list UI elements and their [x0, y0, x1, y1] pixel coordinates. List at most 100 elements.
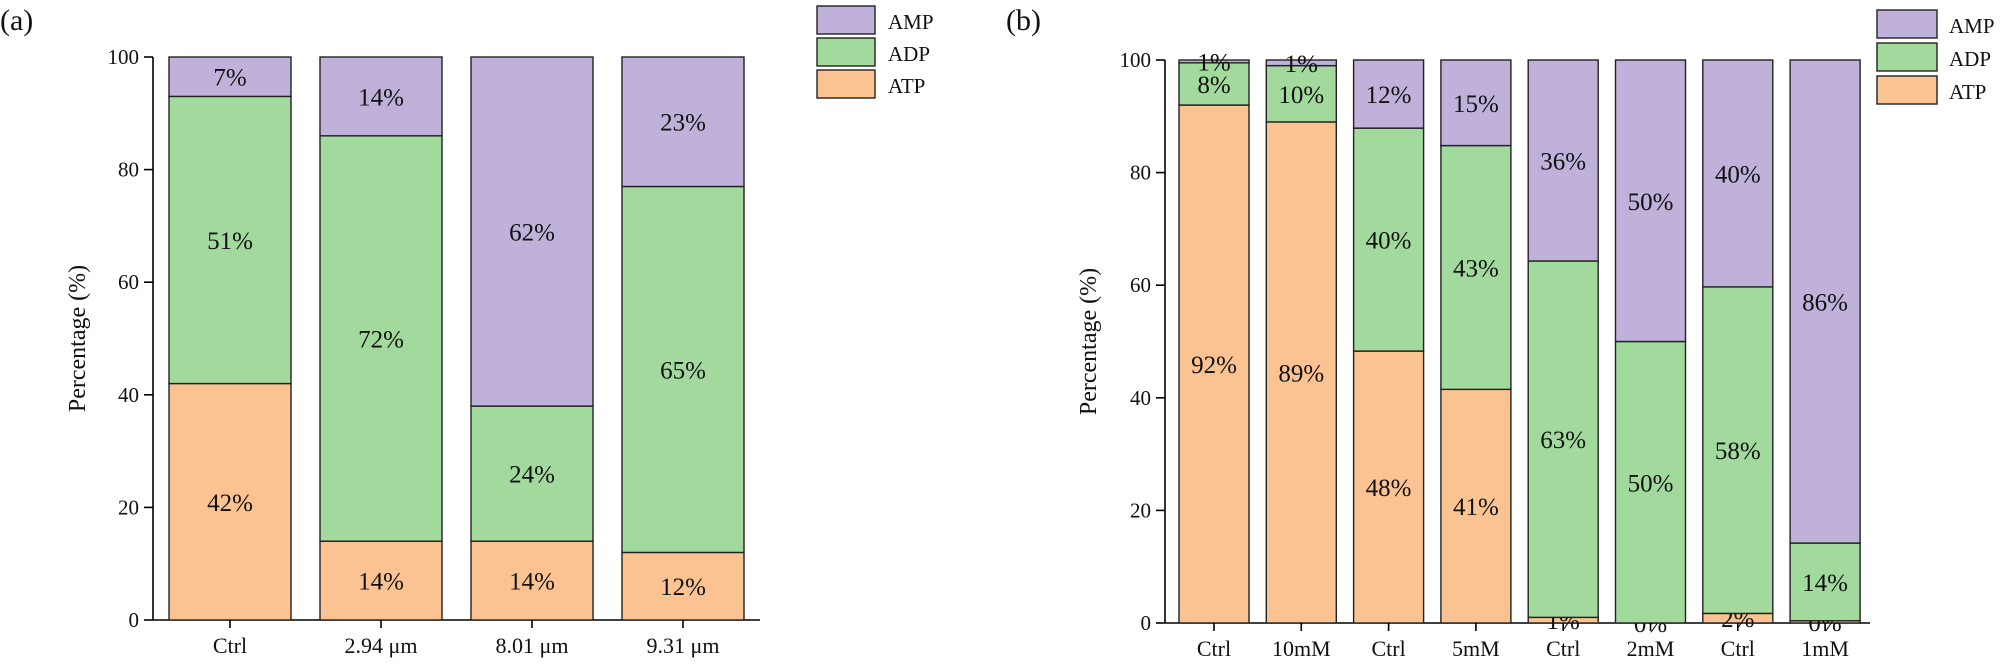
x-tick-label: 5mM [1452, 636, 1500, 661]
bar-segment-adp [621, 185, 745, 554]
data-label-adp: 58% [1715, 438, 1761, 465]
bar-segment-amp [319, 56, 443, 137]
legend-swatch-amp [1876, 9, 1938, 39]
data-label-adp: 14% [1802, 570, 1848, 597]
data-label-amp: 40% [1715, 161, 1761, 188]
y-tick-label: 80 [1130, 161, 1151, 185]
data-label-adp: 24% [509, 462, 555, 489]
bar-segment-adp [1265, 64, 1338, 123]
data-label-amp: 12% [1366, 82, 1412, 109]
y-tick-label: 20 [1130, 498, 1151, 522]
data-label-amp: 1% [1197, 49, 1230, 76]
data-label-atp: 41% [1453, 494, 1499, 521]
legend-swatch-atp [816, 69, 876, 99]
data-label-adp: 40% [1366, 228, 1412, 255]
legend-label-amp: AMP [888, 10, 934, 34]
bar-segment-adp [1178, 62, 1250, 106]
data-label-atp: 48% [1366, 475, 1412, 502]
y-tick-label: 0 [1141, 611, 1152, 635]
legend-label-atp: ATP [888, 74, 925, 98]
x-tick-label: 10mM [1272, 636, 1331, 661]
y-tick-label: 100 [108, 45, 140, 69]
y-tick-label: 80 [118, 158, 139, 182]
data-label-amp: 23% [660, 110, 706, 137]
data-label-adp: 65% [660, 357, 706, 384]
data-label-atp: 92% [1191, 352, 1237, 379]
data-label-amp: 15% [1453, 91, 1499, 118]
data-label-adp: 50% [1628, 470, 1674, 497]
y-tick-label: 40 [118, 383, 139, 407]
x-tick-label: 2.94 μm [345, 633, 418, 658]
data-label-amp: 14% [358, 84, 404, 111]
data-label-adp: 8% [1197, 72, 1230, 99]
legend-label-adp: ADP [888, 42, 930, 66]
bar-segment-adp [1702, 286, 1774, 615]
bar-segment-adp [319, 135, 443, 542]
data-label-amp: 62% [509, 220, 555, 247]
legend-swatch-amp [816, 5, 876, 35]
bar-segment-adp [470, 405, 594, 542]
legend-swatch-atp [1876, 75, 1938, 105]
bar-segment-amp [1440, 59, 1512, 147]
data-label-amp: 1% [1285, 51, 1318, 78]
y-tick-label: 100 [1120, 48, 1152, 72]
panel-label: (b) [1006, 4, 1041, 37]
data-label-atp: 14% [358, 569, 404, 596]
data-label-adp: 51% [207, 228, 253, 255]
legend-swatch-adp [1876, 42, 1938, 72]
x-tick-label: 9.31 μm [647, 633, 720, 658]
bar-segment-atp [1352, 350, 1425, 624]
bar-segment-amp [621, 56, 745, 188]
bar-segment-amp [1265, 59, 1338, 67]
bar-segment-amp [1352, 59, 1425, 129]
legend-label-amp: AMP [1949, 14, 1995, 38]
bar-segment-adp [1352, 127, 1425, 352]
x-tick-label: Ctrl [1546, 636, 1580, 661]
bar-segment-atp [470, 540, 594, 621]
bar-segment-adp [168, 95, 292, 385]
x-tick-label: 8.01 μm [496, 633, 569, 658]
bar-segment-amp [1614, 59, 1687, 343]
x-tick-label: Ctrl [1721, 636, 1755, 661]
data-label-atp: 12% [660, 574, 706, 601]
bar-segment-amp [1702, 59, 1774, 288]
data-label-amp: 7% [213, 65, 246, 92]
x-tick-label: 2mM [1627, 636, 1675, 661]
panel-label: (a) [0, 4, 33, 37]
y-tick-label: 20 [118, 495, 139, 519]
y-tick-label: 60 [1130, 273, 1151, 297]
bar-segment-atp [1265, 121, 1338, 624]
bar-segment-amp [168, 56, 292, 98]
y-tick-label: 40 [1130, 386, 1151, 410]
y-axis-label: Percentage (%) [1076, 268, 1102, 415]
data-label-adp: 63% [1540, 427, 1586, 454]
bar-segment-atp [1178, 104, 1250, 624]
y-tick-label: 60 [118, 270, 139, 294]
y-tick-label: 0 [129, 608, 140, 632]
data-label-atp: 89% [1278, 360, 1324, 387]
bar-segment-amp [1527, 59, 1599, 262]
data-label-atp: 42% [207, 490, 253, 517]
data-label-amp: 86% [1802, 290, 1848, 317]
data-label-atp: 14% [509, 569, 555, 596]
legend-swatch-adp [816, 37, 876, 67]
x-tick-label: Ctrl [1371, 636, 1405, 661]
data-label-adp: 72% [358, 327, 404, 354]
bar-segment-amp [1789, 59, 1861, 544]
bar-segment-amp [1178, 59, 1250, 64]
y-axis-label: Percentage (%) [65, 265, 91, 412]
bar-segment-adp [1440, 144, 1512, 391]
bar-segment-atp [621, 551, 745, 621]
data-label-adp: 10% [1278, 82, 1324, 109]
bar-segment-adp [1527, 260, 1599, 619]
x-tick-label: 1mM [1801, 636, 1849, 661]
legend-label-adp: ADP [1949, 47, 1991, 71]
data-label-adp: 43% [1453, 255, 1499, 282]
x-tick-label: Ctrl [213, 633, 247, 658]
x-tick-label: Ctrl [1197, 636, 1231, 661]
panel-a-chart: (a) 0 20 40 60 80 100 Percentage (%) 42% 51% 7% Ctr… [0, 4, 934, 658]
legend-label-atp: ATP [1949, 80, 1986, 104]
bar-segment-atp [1440, 388, 1512, 624]
